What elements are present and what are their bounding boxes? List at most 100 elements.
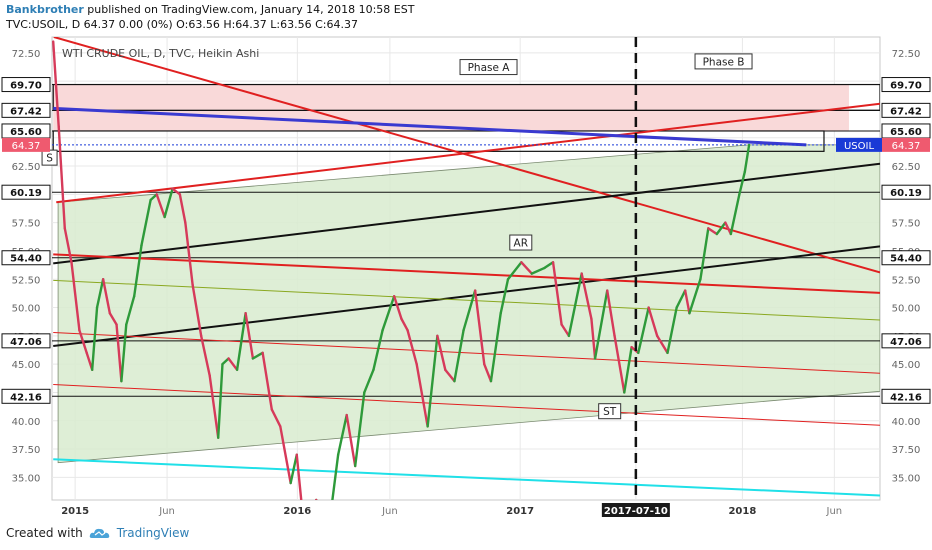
y-tick-label-left: 35.00 (12, 473, 41, 484)
level-badge-box (1, 77, 51, 93)
price-segment (315, 498, 318, 500)
level-badge-left: 65.60 (1, 123, 51, 139)
chart-title: WTI CRUDE OIL, D, TVC, Heikin Ashi (62, 47, 259, 60)
last-price-badge-text: 64.37 (12, 141, 41, 152)
green-wedge-zone (57, 144, 880, 464)
annotation-label: S (46, 153, 53, 165)
x-tick-label: 2016 (283, 506, 311, 517)
level-badge-right: 69.70 (881, 77, 931, 93)
y-tick-label-right: 37.50 (892, 445, 921, 456)
price-segment (593, 289, 609, 360)
price-segment (132, 244, 143, 298)
annotation-box (459, 59, 518, 76)
price-segment (400, 317, 409, 332)
price-segment (235, 312, 247, 372)
price-segment (743, 143, 751, 173)
x-tick-label: 2018 (728, 506, 756, 517)
level-badge-text: 42.16 (10, 392, 42, 403)
price-segment (506, 261, 523, 281)
x-tick-highlight-box (601, 503, 670, 517)
price-segment (543, 261, 555, 270)
y-tick-label-right: 62.50 (892, 162, 921, 173)
cyan-support (53, 458, 880, 497)
level-badge-text: 54.40 (10, 254, 42, 265)
level-badge-right: 54.40 (881, 250, 931, 266)
x-tick-label: 2017-07-10 (604, 506, 668, 517)
price-segment (666, 306, 678, 355)
y-tick-label-left: 57.50 (12, 219, 41, 230)
level-badge-box (881, 184, 931, 200)
level-badge-box (1, 388, 51, 404)
price-segment (483, 362, 493, 383)
price-segment (655, 334, 669, 355)
price-segment (406, 328, 418, 366)
price-segment (221, 357, 230, 366)
price-segment (647, 306, 659, 338)
level-badge-right: 42.16 (881, 388, 931, 404)
price-segment (101, 278, 112, 315)
level-badge-box (1, 184, 51, 200)
black-lower-channel (53, 245, 880, 348)
publish-header: Bankbrother published on TradingView.com… (6, 3, 414, 16)
price-segment (125, 295, 136, 326)
annotation-label: ST (603, 406, 617, 418)
level-badge-left: 42.16 (1, 388, 51, 404)
level-badge-left: 54.40 (1, 250, 51, 266)
red-steep-downtrend (53, 37, 880, 274)
price-segment (336, 413, 348, 456)
price-segment (331, 453, 340, 500)
level-badge-box (881, 333, 931, 349)
olive-midline (53, 279, 880, 321)
price-segment (115, 323, 123, 383)
level-badge-box (881, 250, 931, 266)
price-segment (345, 413, 357, 468)
price-segment (729, 193, 741, 236)
created-with-text: Created with (6, 526, 83, 540)
author-link[interactable]: Bankbrother (6, 3, 84, 16)
ohlc-line: TVC:USOIL, D 64.37 0.00 (0%) O:63.56 H:6… (6, 18, 358, 31)
annotation-box (509, 234, 533, 251)
last-price-badge-left: 64.37 (2, 137, 50, 152)
level-badge-text: 60.19 (890, 188, 922, 199)
red-channel-low (53, 384, 880, 426)
price-segment (90, 306, 99, 372)
level-badge-box (1, 333, 51, 349)
published-text: published on TradingView.com, January 14… (87, 3, 415, 16)
price-segment (520, 261, 533, 275)
price-segment (381, 295, 396, 332)
price-segment (270, 408, 282, 428)
price-segment (78, 328, 88, 355)
usoil-badge-box (836, 137, 882, 152)
price-segment (217, 362, 224, 439)
x-tick-label: Jun (381, 506, 398, 517)
y-tick-label-left: 45.00 (12, 360, 41, 371)
y-tick-label-left: 50.00 (12, 304, 41, 315)
price-segment (363, 368, 375, 394)
price-segment (499, 278, 510, 315)
price-segment (580, 272, 593, 321)
usoil-symbol-badge: USOIL (836, 137, 882, 152)
level-badge-text: 65.60 (10, 127, 42, 138)
price-segment (289, 453, 298, 485)
annotation-label: AR (514, 238, 528, 250)
level-badge-right: 60.19 (881, 184, 931, 200)
price-segment (489, 312, 502, 383)
red-channel-mid (53, 331, 880, 374)
price-segment (95, 278, 105, 309)
last-price-badge-text: 64.37 (892, 141, 921, 152)
level-badge-text: 65.60 (890, 127, 922, 138)
level-badge-left: 47.06 (1, 333, 51, 349)
level-badge-right: 65.60 (881, 123, 931, 139)
cloud-logo-icon (89, 528, 110, 538)
annotation-box (694, 53, 753, 70)
price-segment (623, 345, 633, 394)
price-segment (415, 362, 429, 428)
price-segment (304, 528, 309, 550)
y-tick-label-left: 52.50 (12, 275, 41, 286)
red-channel-top (53, 253, 880, 294)
tradingview-brand[interactable]: TradingView (116, 526, 190, 540)
price-segment (613, 334, 626, 394)
price-segment (688, 278, 702, 315)
price-segment (120, 323, 128, 383)
